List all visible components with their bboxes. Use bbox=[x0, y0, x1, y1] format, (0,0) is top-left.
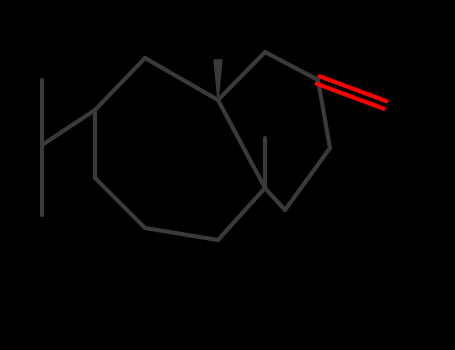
Polygon shape bbox=[214, 60, 222, 100]
